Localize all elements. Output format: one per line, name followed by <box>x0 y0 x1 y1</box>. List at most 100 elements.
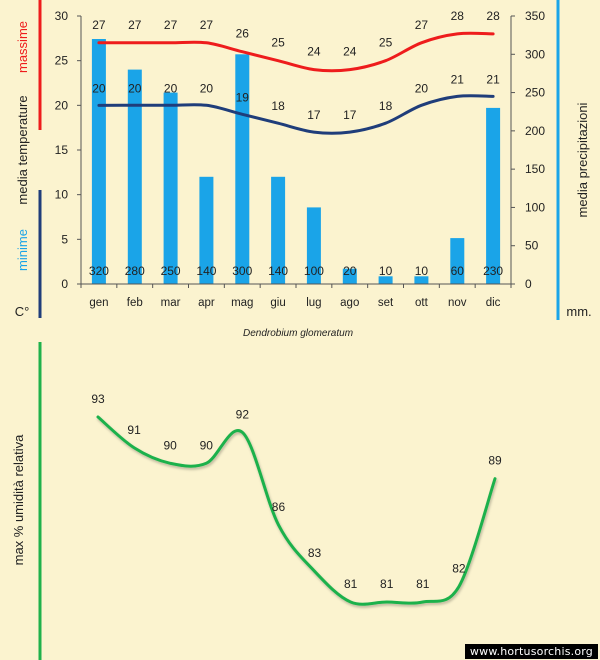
max-temp-label: 27 <box>164 18 178 32</box>
right-tick-label: 0 <box>525 277 532 291</box>
right-unit-label: mm. <box>566 304 591 319</box>
right-tick-label: 100 <box>525 200 545 214</box>
max-temp-label: 27 <box>92 18 106 32</box>
precipitation-label: 250 <box>161 264 181 278</box>
humidity-label: 82 <box>452 562 466 576</box>
humidity-label: 81 <box>380 577 394 591</box>
precipitation-label: 230 <box>483 264 503 278</box>
humidity-label: 92 <box>236 407 250 421</box>
precipitation-label: 60 <box>451 264 465 278</box>
x-tick-label-giu: giu <box>270 297 285 309</box>
x-tick-label-dic: dic <box>486 297 501 309</box>
min-temperature-line <box>97 94 495 135</box>
data-labels: 27 27 27 27 26 25 24 24 25 27 28 28 20 20 20 20 19 18 17 17… <box>89 9 504 278</box>
precipitation-label: 10 <box>415 264 429 278</box>
watermark: www.hortusorchis.org <box>464 644 598 659</box>
max-temp-label: 28 <box>451 9 465 23</box>
precipitation-bars <box>91 39 501 285</box>
x-tick-label-ago: ago <box>340 297 359 309</box>
min-temp-label: 20 <box>164 81 178 95</box>
min-temp-label: 20 <box>200 81 214 95</box>
humidity-line <box>96 415 497 606</box>
min-temp-label: 21 <box>451 72 465 86</box>
max-temp-label: 25 <box>271 36 285 50</box>
right-tick-label: 250 <box>525 86 545 100</box>
precipitation-label: 140 <box>268 264 288 278</box>
humidity-label: 83 <box>308 546 322 560</box>
left-tick-label: 30 <box>55 9 69 23</box>
x-tick-label-mar: mar <box>161 297 181 309</box>
precipitation-label: 10 <box>379 264 393 278</box>
min-temp-label: 20 <box>128 81 142 95</box>
min-temp-label: 18 <box>271 99 285 113</box>
max-temp-label: 24 <box>343 45 357 59</box>
precipitation-bar-feb <box>127 69 142 284</box>
max-temperature-line <box>97 31 495 73</box>
right-tick-label: 350 <box>525 9 545 23</box>
max-axis-title: massime <box>15 21 30 73</box>
max-temp-label: 24 <box>307 45 321 59</box>
right-tick-label: 200 <box>525 124 545 138</box>
left-tick-label: 15 <box>55 143 69 157</box>
right-tick-label: 50 <box>525 239 539 253</box>
precipitation-bar-ott <box>414 276 429 284</box>
humidity-chart: max % umidità relativa 93 91 90 90 92 86 83 81 81… <box>11 342 502 660</box>
precipitation-bar-lug <box>306 207 321 284</box>
min-temp-label: 17 <box>307 108 321 122</box>
precipitation-bar-apr <box>199 176 214 284</box>
humidity-label: 90 <box>200 438 214 452</box>
humidity-label: 89 <box>488 454 502 468</box>
humidity-label: 91 <box>127 423 141 437</box>
x-tick-label-gen: gen <box>89 297 108 309</box>
precipitation-bar-giu <box>271 176 286 284</box>
right-tick-label: 150 <box>525 162 545 176</box>
left-axis-title: media temperature <box>15 95 30 204</box>
max-temp-label: 27 <box>415 18 429 32</box>
precipitation-bar-dic <box>486 107 501 285</box>
left-unit-label: C° <box>15 304 30 319</box>
x-tick-label-lug: lug <box>306 297 321 309</box>
precipitation-bar-gen <box>91 39 106 284</box>
precipitation-label: 140 <box>196 264 216 278</box>
max-temp-label: 26 <box>236 27 250 41</box>
humidity-label: 86 <box>272 500 286 514</box>
axis-titles: massime media temperature minime C° media pr… <box>15 0 592 320</box>
x-tick-label-set: set <box>378 297 394 309</box>
max-temp-label: 25 <box>379 36 393 50</box>
humidity-label: 81 <box>344 577 358 591</box>
left-tick-label: 0 <box>61 277 68 291</box>
x-tick-label-ott: ott <box>415 297 429 309</box>
precipitation-bar-set <box>378 276 393 284</box>
min-axis-title: minime <box>15 229 30 271</box>
precipitation-label: 20 <box>343 264 357 278</box>
min-temp-label: 20 <box>415 81 429 95</box>
min-temp-label: 19 <box>236 90 250 104</box>
humidity-label: 90 <box>164 438 178 452</box>
x-tick-label-mag: mag <box>231 297 253 309</box>
x-tick-label-apr: apr <box>198 297 215 309</box>
chart-title: Dendrobium glomeratum <box>243 328 353 339</box>
left-tick-label: 20 <box>55 98 69 112</box>
precipitation-bar-nov <box>450 238 465 284</box>
left-tick-label: 5 <box>61 232 68 246</box>
max-temp-label: 27 <box>128 18 142 32</box>
x-tick-label-feb: feb <box>127 297 143 309</box>
left-tick-label: 25 <box>55 54 69 68</box>
precipitation-bar-mag <box>235 54 250 284</box>
precipitation-label: 320 <box>89 264 109 278</box>
humidity-label: 93 <box>91 392 105 406</box>
precipitation-label: 280 <box>125 264 145 278</box>
precipitation-label: 300 <box>232 264 252 278</box>
min-temp-label: 17 <box>343 108 357 122</box>
min-temp-label: 21 <box>486 72 500 86</box>
right-tick-label: 300 <box>525 47 545 61</box>
right-axis-title: media precipitazioni <box>575 102 590 217</box>
min-temp-label: 18 <box>379 99 393 113</box>
max-temp-label: 28 <box>486 9 500 23</box>
min-temp-label: 20 <box>92 81 106 95</box>
x-tick-label-nov: nov <box>448 297 467 309</box>
temperature-lines <box>97 31 495 135</box>
left-tick-label: 10 <box>55 188 69 202</box>
precipitation-label: 100 <box>304 264 324 278</box>
